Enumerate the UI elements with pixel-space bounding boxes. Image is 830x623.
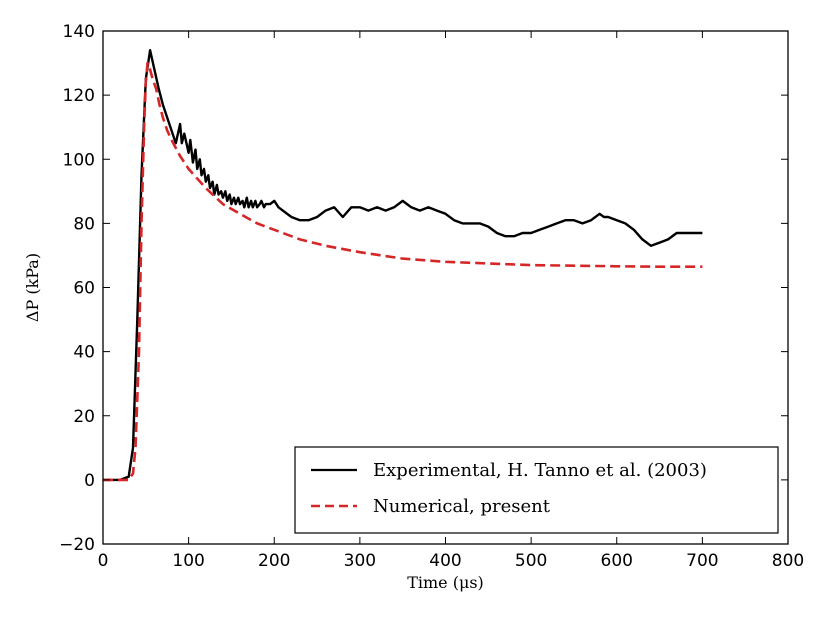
x-axis-title: Time (μs) (407, 573, 484, 592)
y-tick-label: 100 (63, 150, 95, 170)
legend-box (294, 446, 779, 534)
y-tick-label: 40 (73, 343, 95, 363)
x-tick-label: 500 (515, 551, 547, 571)
x-tick-label: 300 (344, 551, 376, 571)
y-tick-label: 140 (63, 22, 95, 42)
x-tick-label: 200 (258, 551, 290, 571)
y-tick-label: −20 (59, 535, 95, 555)
x-tick-label: 800 (772, 551, 804, 571)
series-line-experimental (103, 49, 703, 482)
y-tick-label: 60 (73, 279, 95, 299)
legend: Experimental, H. Tanno et al. (2003) Num… (294, 446, 779, 534)
legend-label-experimental: Experimental, H. Tanno et al. (2003) (373, 460, 707, 481)
x-tick-label: 600 (601, 551, 633, 571)
x-tick-label: 0 (98, 551, 109, 571)
ticks-layer: 0 100 200 300 400 500 600 700 800−20020406080100… (59, 22, 804, 571)
y-tick-label: 0 (84, 471, 95, 491)
y-tick-label: 120 (63, 86, 95, 106)
x-tick-label: 400 (429, 551, 461, 571)
y-tick-label: 20 (73, 407, 95, 427)
plot-layer (103, 49, 703, 482)
x-tick-label: 100 (172, 551, 204, 571)
y-tick-label: 80 (73, 214, 95, 234)
series-line-numerical (103, 61, 703, 482)
legend-label-numerical: Numerical, present (373, 496, 551, 517)
x-tick-label: 700 (686, 551, 718, 571)
y-axis-title: ΔP (kPa) (23, 253, 42, 322)
